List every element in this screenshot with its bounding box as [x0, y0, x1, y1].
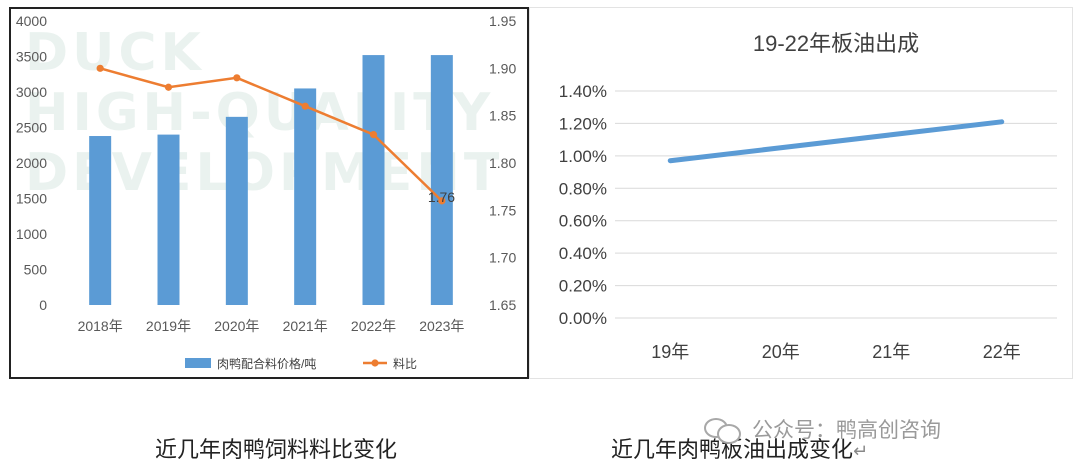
right-axis-tick-label: 1.90 — [489, 60, 516, 76]
y-axis-tick-label: 0.00% — [559, 309, 607, 328]
legend-swatch-bar — [185, 358, 211, 368]
price-bar — [294, 88, 317, 305]
left-axis-tick-label: 2000 — [16, 155, 47, 171]
left-axis-tick-label: 3500 — [16, 49, 47, 65]
left-axis-tick-label: 1000 — [16, 226, 47, 242]
y-axis-tick-label: 1.40% — [559, 82, 607, 101]
price-bar — [362, 55, 385, 305]
y-axis-tick-label: 0.60% — [559, 212, 607, 231]
left-caption: 近几年肉鸭饲料料比变化 — [155, 438, 398, 463]
right-axis-tick-label: 1.70 — [489, 250, 516, 266]
price-bar — [430, 55, 453, 305]
wechat-account-label: 公众号：鸭高创咨询 — [752, 418, 941, 442]
y-axis-tick-label: 0.40% — [559, 244, 607, 263]
suet-yield-line — [667, 119, 1005, 164]
y-axis-tick-label: 0.20% — [559, 277, 607, 296]
x-axis-tick-label: 2019年 — [146, 318, 191, 334]
price-bar — [225, 116, 248, 305]
suet-yield-plot: 19-22年板油出成 0.00% 0.20% 0.40% 0.60% 0.80% 1.00%… — [559, 31, 1057, 362]
feed-ratio-point — [438, 197, 446, 205]
x-axis-tick-label: 2021年 — [283, 318, 328, 334]
left-axis-tick-label: 4000 — [16, 13, 47, 29]
feed-ratio-point — [301, 102, 309, 110]
x-axis-tick-label: 20年 — [762, 342, 800, 362]
left-axis-tick-label: 2500 — [16, 120, 47, 136]
legend-label: 肉鸭配合料价格/吨 — [217, 356, 316, 371]
x-axis-tick-label: 2018年 — [78, 318, 123, 334]
x-axis-tick-label: 21年 — [872, 342, 910, 362]
feed-ratio-point — [96, 64, 104, 72]
right-axis-tick-label: 1.85 — [489, 108, 516, 124]
feed-ratio-point — [164, 83, 173, 91]
left-axis-tick-label: 1500 — [16, 191, 47, 207]
x-axis-tick-label: 22年 — [983, 342, 1021, 362]
x-axis-tick-label: 2022年 — [351, 318, 396, 334]
data-label: 1.76 — [428, 189, 455, 205]
right-axis-tick-label: 1.80 — [489, 155, 516, 171]
feed-ratio-plot: 0 500 1000 1500 2000 2500 3000 3500 4000 1.65 1.70… — [16, 13, 517, 371]
right-axis-tick-label: 1.75 — [489, 202, 516, 218]
feed-ratio-point — [233, 74, 241, 82]
chart-title: 19-22年板油出成 — [753, 31, 919, 56]
left-axis-tick-label: 0 — [39, 297, 47, 313]
legend-label: 料比 — [393, 357, 417, 371]
left-axis-tick-label: 3000 — [16, 84, 47, 100]
left-axis-tick-label: 500 — [24, 262, 48, 278]
x-axis-tick-label: 19年 — [651, 342, 689, 362]
feed-ratio-chart: DUCK HIGH-QUALITY DEVELOPMENT 0 500 1000 15… — [9, 7, 529, 379]
right-axis-tick-label: 1.95 — [489, 13, 516, 29]
wechat-icon — [704, 416, 744, 444]
y-axis-tick-label: 1.20% — [559, 114, 607, 133]
feed-ratio-point — [369, 131, 378, 139]
legend-swatch-marker — [371, 359, 379, 367]
x-axis-tick-label: 2023年 — [419, 318, 464, 334]
feed-ratio-line — [99, 67, 443, 202]
return-mark: ↵ — [853, 441, 869, 462]
y-axis-tick-label: 1.00% — [559, 147, 607, 166]
price-bar — [157, 134, 180, 305]
wechat-account-badge: 公众号：鸭高创咨询 — [704, 409, 941, 449]
y-axis-tick-label: 0.80% — [559, 179, 607, 198]
suet-yield-chart: 19-22年板油出成 0.00% 0.20% 0.40% 0.60% 0.80% 1.00%… — [529, 7, 1073, 379]
right-axis-tick-label: 1.65 — [489, 297, 516, 313]
price-bar — [89, 136, 112, 305]
x-axis-tick-label: 2020年 — [214, 318, 259, 334]
